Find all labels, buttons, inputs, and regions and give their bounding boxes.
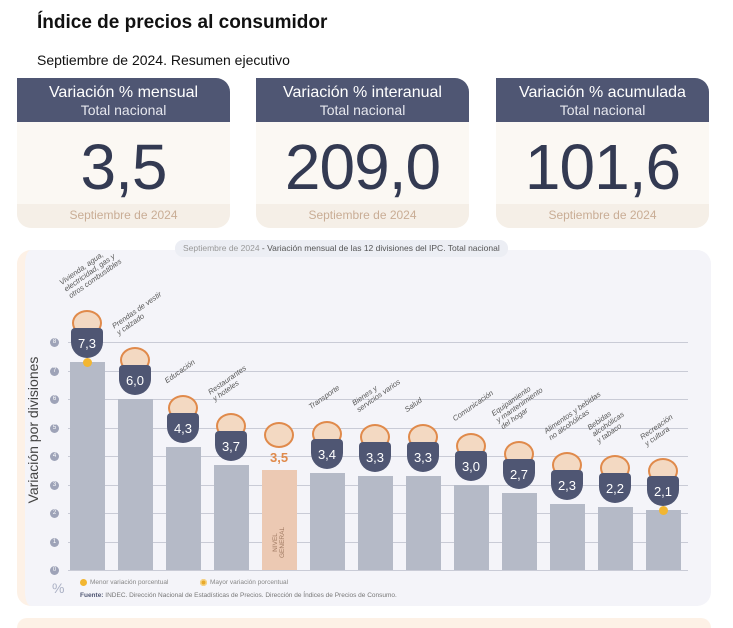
gridline bbox=[68, 570, 688, 571]
min-marker-icon bbox=[80, 579, 87, 586]
y-axis-label: Variación por divisiones bbox=[25, 356, 41, 504]
bar bbox=[646, 510, 681, 570]
card-period: Septiembre de 2024 bbox=[496, 204, 709, 228]
card-subtitle: Total nacional bbox=[559, 102, 646, 118]
value-badge: 2,1 bbox=[647, 476, 679, 507]
source-label: Fuente: bbox=[80, 592, 104, 599]
y-tick-label: 0 bbox=[50, 566, 59, 575]
y-unit: % bbox=[52, 580, 65, 596]
chart-title: Septiembre de 2024 - Variación mensual d… bbox=[175, 240, 508, 257]
bar bbox=[214, 464, 249, 570]
general-value-label: 3,5 bbox=[270, 450, 289, 466]
bar bbox=[454, 484, 489, 570]
card-title: Variación % interanual bbox=[283, 84, 442, 101]
value-badge: 3,0 bbox=[455, 450, 487, 481]
max-marker-icon bbox=[200, 579, 207, 586]
y-tick-label: 4 bbox=[50, 452, 59, 461]
card-value: 101,6 bbox=[524, 131, 681, 203]
card-accumulated: Variación % acumulada Total nacional 101,… bbox=[496, 78, 709, 228]
y-tick-label: 8 bbox=[50, 338, 59, 347]
bar bbox=[310, 473, 345, 570]
card-yearly: Variación % interanual Total nacional 209… bbox=[256, 78, 469, 228]
card-subtitle: Total nacional bbox=[319, 102, 406, 118]
card-subtitle: Total nacional bbox=[80, 102, 167, 118]
category-icon bbox=[264, 422, 294, 449]
bar bbox=[70, 361, 105, 570]
y-tick-label: 3 bbox=[50, 480, 59, 490]
value-badge: 2,3 bbox=[551, 470, 583, 501]
y-tick-label: 5 bbox=[50, 423, 59, 433]
bar bbox=[550, 504, 585, 570]
value-badge: 4,3 bbox=[167, 413, 199, 444]
bar bbox=[598, 507, 633, 570]
bar bbox=[502, 493, 537, 570]
bar bbox=[406, 475, 441, 570]
next-section-edge bbox=[17, 618, 711, 628]
legend-max: Mayor variación porcentual bbox=[200, 579, 288, 586]
value-badge: 3,4 bbox=[311, 439, 343, 470]
value-badge: 3,3 bbox=[407, 441, 439, 472]
bar bbox=[358, 475, 393, 570]
gridline bbox=[68, 399, 688, 400]
legend-min-label: Menor variación porcentual bbox=[90, 579, 169, 587]
value-badge: 2,2 bbox=[599, 473, 631, 504]
y-tick-label: 7 bbox=[50, 366, 59, 376]
bar bbox=[118, 399, 153, 570]
source-note: Fuente: INDEC. Dirección Nacional de Est… bbox=[80, 592, 397, 599]
bar-general bbox=[262, 470, 297, 570]
card-title: Variación % acumulada bbox=[519, 84, 686, 101]
bar bbox=[166, 447, 201, 570]
legend-min: Menor variación porcentual bbox=[80, 579, 168, 586]
chart-title-period: Septiembre de 2024 bbox=[183, 243, 260, 253]
value-badge: 3,7 bbox=[215, 430, 247, 461]
card-title: Variación % mensual bbox=[48, 84, 199, 101]
value-badge: 2,7 bbox=[503, 459, 535, 490]
gridline bbox=[68, 342, 688, 343]
page-subtitle: Septiembre de 2024. Resumen ejecutivo bbox=[37, 52, 290, 68]
card-value: 3,5 bbox=[80, 131, 168, 203]
page-title: Índice de precios al consumidor bbox=[37, 12, 328, 33]
value-badge: 6,0 bbox=[119, 365, 151, 395]
card-period: Septiembre de 2024 bbox=[256, 204, 469, 228]
general-bar-label: NIVEL GENERAL bbox=[272, 526, 286, 558]
card-monthly: Variación % mensual Total nacional 3,5 Sep… bbox=[17, 78, 230, 228]
max-marker bbox=[83, 357, 92, 367]
legend-max-label: Mayor variación porcentual bbox=[210, 579, 289, 587]
gridline bbox=[68, 370, 688, 372]
chart-title-text: - Variación mensual de las 12 divisiones… bbox=[259, 243, 500, 253]
card-value: 209,0 bbox=[284, 131, 441, 203]
card-period: Septiembre de 2024 bbox=[17, 204, 230, 228]
y-tick-label: 2 bbox=[50, 509, 59, 518]
y-tick-label: 1 bbox=[50, 537, 59, 547]
y-tick-label: 6 bbox=[50, 395, 59, 404]
value-badge: 7,3 bbox=[71, 327, 103, 358]
value-badge: 3,3 bbox=[359, 441, 391, 472]
min-marker bbox=[659, 506, 668, 516]
source-text: INDEC. Dirección Nacional de Estadística… bbox=[103, 592, 397, 599]
